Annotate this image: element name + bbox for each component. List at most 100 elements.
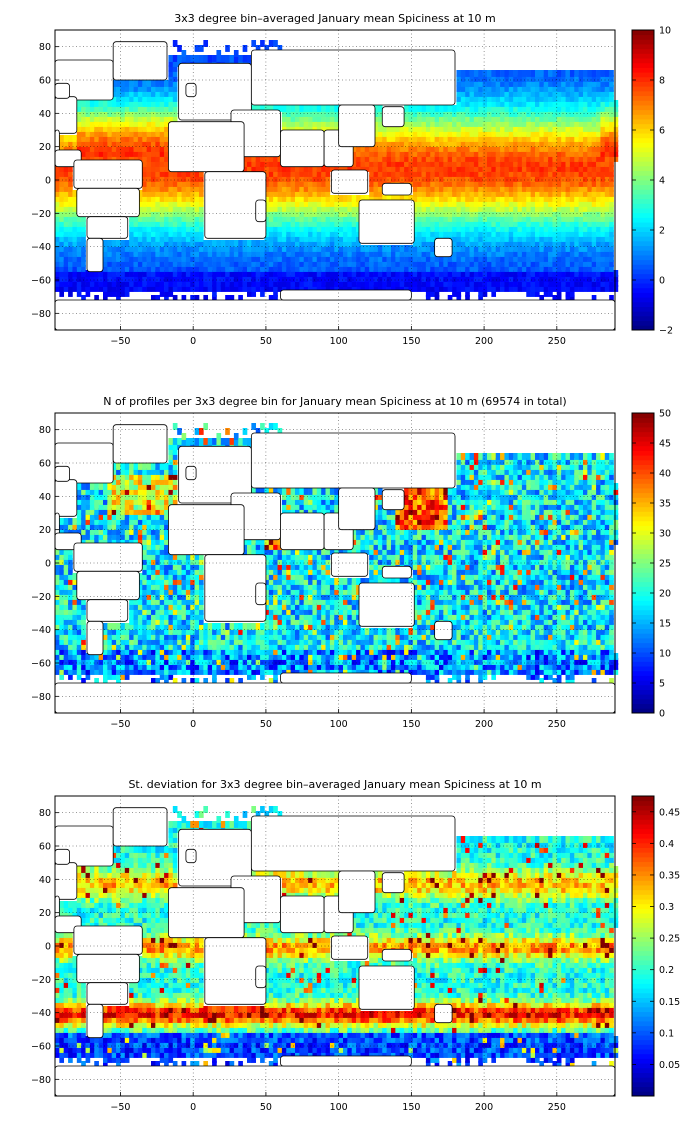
heatmap-cell (443, 180, 449, 187)
heatmap-cell (164, 643, 169, 650)
heatmap-cell (591, 140, 597, 147)
heatmap-cell (574, 155, 579, 162)
heatmap-cell (508, 215, 514, 222)
heatmap-cell (609, 275, 614, 282)
heatmap-cell (155, 165, 161, 172)
heatmap-cell (521, 195, 527, 202)
heatmap-cell (268, 270, 274, 277)
heatmap-cell (281, 245, 287, 252)
heatmap-cell (434, 265, 440, 272)
heatmap-cell (452, 215, 457, 222)
heatmap-cell (508, 265, 514, 272)
heatmap-cell (504, 190, 510, 197)
heatmap-cell (155, 623, 161, 630)
heatmap-cell (425, 230, 431, 237)
heatmap-cell (456, 210, 462, 217)
heatmap-cell (591, 230, 597, 237)
heatmap-cell (569, 90, 575, 97)
heatmap-cell (373, 265, 379, 272)
heatmap-cell (137, 105, 143, 112)
heatmap-cell (569, 265, 575, 272)
heatmap-cell (561, 90, 566, 97)
heatmap-cell (268, 265, 274, 272)
heatmap-cell (129, 130, 134, 137)
heatmap-cell (452, 150, 457, 157)
heatmap-cell (439, 130, 444, 137)
heatmap-cell (281, 185, 287, 192)
heatmap-cell (151, 245, 156, 252)
heatmap-cell (421, 150, 427, 157)
heatmap-cell (329, 250, 335, 257)
heatmap-cell (212, 295, 217, 302)
heatmap-cell (443, 285, 449, 292)
heatmap-cell (146, 513, 152, 520)
heatmap-cell (504, 275, 510, 282)
heatmap-cell (504, 150, 510, 157)
heatmap-cell (225, 265, 230, 272)
heatmap-cell (604, 130, 610, 137)
heatmap-cell (242, 260, 248, 267)
heatmap-cell (203, 275, 209, 282)
heatmap-cell (548, 250, 553, 257)
heatmap-cell (565, 120, 571, 127)
heatmap-cell (303, 255, 309, 262)
heatmap-cell (578, 155, 584, 162)
heatmap-cell (417, 195, 422, 202)
heatmap-cell (565, 200, 571, 207)
land-mass (358, 199, 415, 244)
heatmap-cell (569, 190, 575, 197)
heatmap-cell (404, 125, 409, 132)
heatmap-cell (583, 75, 588, 82)
heatmap-cell (111, 110, 117, 117)
colorbar-segment (632, 30, 654, 36)
heatmap-cell (500, 245, 505, 252)
heatmap-cell (129, 220, 134, 227)
heatmap-cell (408, 245, 414, 252)
heatmap-cell (168, 205, 174, 212)
heatmap-cell (299, 205, 305, 212)
heatmap-cell (404, 175, 409, 182)
heatmap-cell (395, 140, 401, 147)
heatmap-cell (408, 260, 414, 267)
heatmap-cell (495, 75, 501, 82)
heatmap-cell (103, 663, 108, 670)
heatmap-cell (116, 255, 121, 262)
heatmap-cell (72, 265, 78, 272)
heatmap-cell (495, 220, 501, 227)
heatmap-cell (137, 100, 143, 107)
heatmap-cell (59, 623, 65, 630)
heatmap-cell (600, 155, 606, 162)
heatmap-cell (456, 155, 462, 162)
heatmap-cell (212, 55, 217, 62)
heatmap-cell (129, 285, 134, 292)
heatmap-cell (412, 160, 418, 167)
heatmap-cell (526, 150, 531, 157)
heatmap-cell (238, 285, 243, 292)
heatmap-cell (521, 105, 527, 112)
heatmap-cell (107, 483, 113, 490)
heatmap-cell (351, 225, 357, 232)
heatmap-cell (526, 235, 531, 242)
heatmap-cell (482, 145, 488, 152)
heatmap-cell (133, 135, 139, 142)
heatmap-cell (430, 250, 435, 257)
heatmap-cell (609, 270, 614, 277)
heatmap-cell (142, 210, 147, 217)
heatmap-cell (120, 125, 126, 132)
heatmap-cell (517, 115, 523, 122)
heatmap-cell (535, 245, 540, 252)
heatmap-cell (473, 85, 479, 92)
heatmap-cell (116, 463, 121, 470)
heatmap-cell (260, 265, 265, 272)
heatmap-cell (63, 195, 69, 202)
heatmap-cell (526, 225, 531, 232)
heatmap-cell (386, 175, 392, 182)
heatmap-cell (281, 180, 287, 187)
heatmap-cell (308, 260, 313, 267)
heatmap-cell (526, 255, 531, 262)
heatmap-cell (447, 170, 453, 177)
heatmap-cell (159, 483, 165, 490)
heatmap-cell (76, 618, 82, 625)
heatmap-cell (325, 205, 331, 212)
heatmap-cell (325, 120, 331, 127)
